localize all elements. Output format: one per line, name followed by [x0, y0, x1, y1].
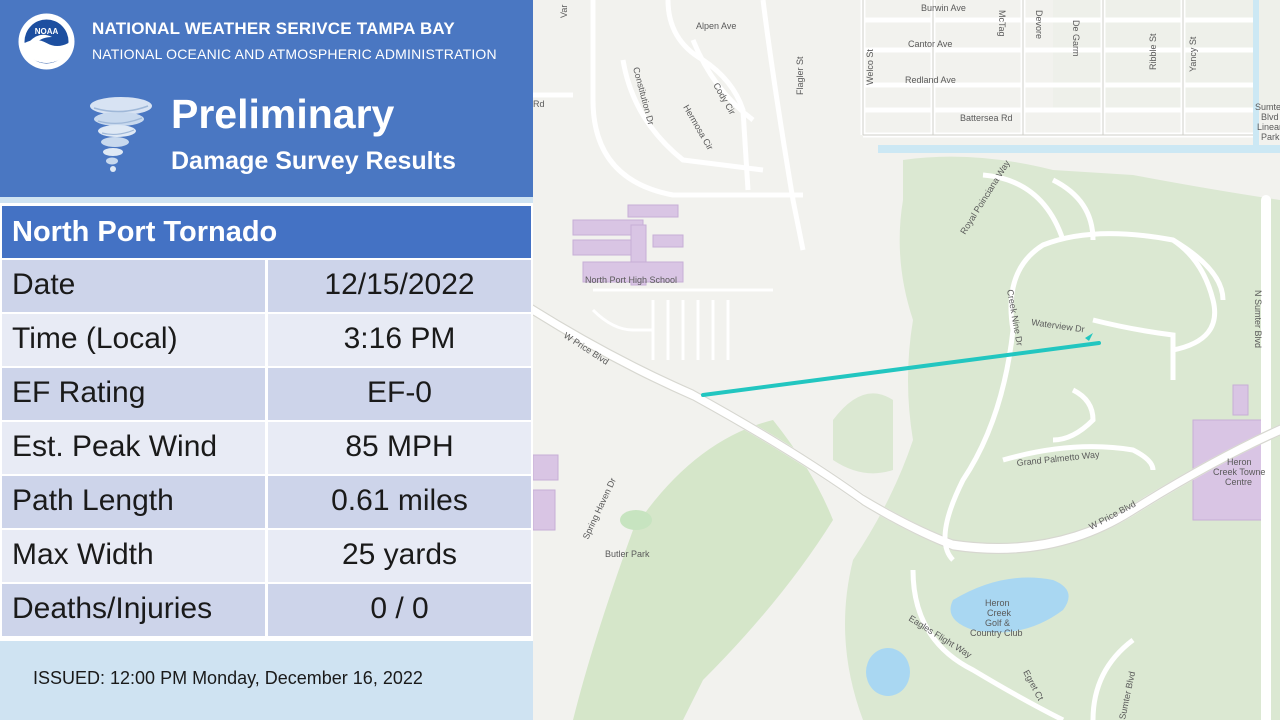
org-subtitle: NATIONAL OCEANIC AND ATMOSPHERIC ADMINIS… — [92, 46, 497, 62]
map-label: Cantor Ave — [908, 39, 952, 49]
survey-table: North Port Tornado Date 12/15/2022 Time … — [0, 203, 533, 641]
table-row: Date 12/15/2022 — [2, 260, 531, 312]
tornado-path-line[interactable] — [701, 341, 1101, 397]
map-label: Var — [559, 5, 569, 18]
map-label: Creek Towne — [1213, 467, 1265, 477]
info-panel: NOAA NATIONAL WEATHER SERIVCE TAMPA BAY … — [0, 0, 533, 720]
map-label: Park — [1261, 132, 1280, 142]
map-label: Redland Ave — [905, 75, 956, 85]
row-label: Time (Local) — [2, 314, 265, 366]
row-label: Max Width — [2, 530, 265, 582]
row-label: Date — [2, 260, 265, 312]
map-canvas[interactable]: Alpen Ave Burwin Ave Cantor Ave Redland … — [533, 0, 1280, 720]
issued-text: ISSUED: 12:00 PM Monday, December 16, 20… — [33, 668, 423, 688]
row-value: 12/15/2022 — [268, 260, 531, 312]
map-label: Yancy St — [1188, 36, 1198, 72]
table-row: Est. Peak Wind 85 MPH — [2, 422, 531, 474]
canal — [878, 145, 1280, 153]
row-label: Est. Peak Wind — [2, 422, 265, 474]
table-row: Deaths/Injuries 0 / 0 — [2, 584, 531, 636]
map-label: Welco St — [865, 49, 875, 85]
park-area — [573, 420, 833, 720]
map-label: Alpen Ave — [696, 21, 736, 31]
map-label: Heron — [1227, 457, 1252, 467]
map-label: Flagler St — [795, 56, 805, 95]
lake — [950, 577, 1069, 633]
table-row: Time (Local) 3:16 PM — [2, 314, 531, 366]
map-label: Rd — [533, 99, 545, 109]
w-price-blvd[interactable] — [533, 305, 1280, 554]
noaa-logo-icon: NOAA — [18, 13, 75, 70]
map-label: Golf & — [985, 618, 1010, 628]
row-value: 0.61 miles — [268, 476, 531, 528]
map-label: Sumter — [1255, 102, 1280, 112]
row-label: EF Rating — [2, 368, 265, 420]
table-row: Max Width 25 yards — [2, 530, 531, 582]
row-label: Deaths/Injuries — [2, 584, 265, 636]
map-label: Ribble St — [1148, 33, 1158, 70]
map-label: Burwin Ave — [921, 3, 966, 13]
tornado-icon — [90, 97, 152, 172]
noaa-logo-text: NOAA — [35, 27, 59, 36]
report-subtitle: Damage Survey Results — [171, 147, 456, 175]
event-title: North Port Tornado — [2, 206, 531, 258]
report-title: Preliminary — [171, 91, 395, 137]
row-value: 3:16 PM — [268, 314, 531, 366]
map-label: Heron — [985, 598, 1010, 608]
row-value: 25 yards — [268, 530, 531, 582]
map-view[interactable]: Alpen Ave Burwin Ave Cantor Ave Redland … — [533, 0, 1280, 720]
map-label: Butler Park — [605, 549, 650, 559]
row-label: Path Length — [2, 476, 265, 528]
row-value: 0 / 0 — [268, 584, 531, 636]
pond — [866, 648, 910, 696]
tornado-path-end-marker — [1085, 333, 1093, 341]
map-label: North Port High School — [585, 275, 677, 285]
table-row: EF Rating EF-0 — [2, 368, 531, 420]
map-label: Linear — [1257, 122, 1280, 132]
map-label: Blvd — [1261, 112, 1279, 122]
map-label: Battersea Rd — [960, 113, 1013, 123]
table-row: Path Length 0.61 miles — [2, 476, 531, 528]
org-title: NATIONAL WEATHER SERIVCE TAMPA BAY — [92, 19, 455, 38]
map-label: Country Club — [970, 628, 1023, 638]
header-banner: NOAA NATIONAL WEATHER SERIVCE TAMPA BAY … — [0, 0, 533, 197]
map-label: McTag — [997, 10, 1007, 37]
map-label: N Sumter Blvd — [1253, 290, 1263, 348]
map-label: Centre — [1225, 477, 1252, 487]
map-label: De Garm — [1071, 20, 1081, 57]
row-value: 85 MPH — [268, 422, 531, 474]
row-value: EF-0 — [268, 368, 531, 420]
map-label: Creek — [987, 608, 1012, 618]
map-label: Devore — [1034, 10, 1044, 39]
